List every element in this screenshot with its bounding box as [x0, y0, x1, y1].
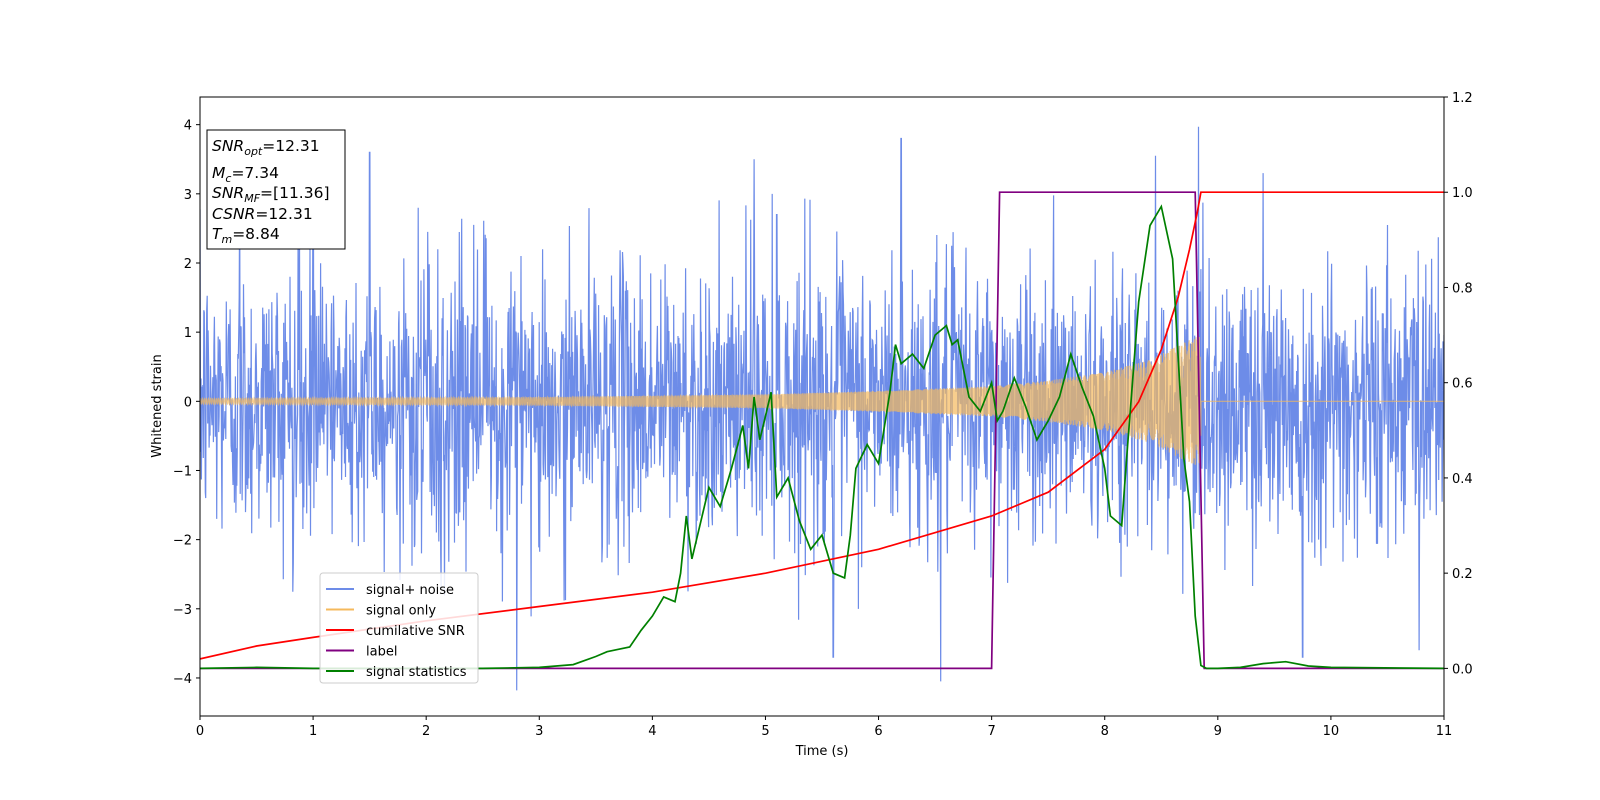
- x-tick-label: 2: [422, 724, 430, 739]
- x-tick-label: 11: [1436, 724, 1453, 739]
- x-axis: 0 1 2 3 4 5 6 7 8 9 10 11: [196, 716, 1452, 739]
- legend-label: signal only: [366, 604, 436, 619]
- y-right-tick-label: 1.0: [1452, 186, 1473, 201]
- legend: signal+ noise signal only cumilative SNR la…: [319, 572, 479, 684]
- x-axis-label: Time (s): [795, 744, 849, 759]
- y-axis-right: 0.0 0.2 0.4 0.6 0.8 1.0 1.2: [1444, 91, 1473, 677]
- x-tick-label: 7: [987, 724, 995, 739]
- y-right-tick-label: 0.6: [1452, 377, 1473, 392]
- x-tick-label: 9: [1214, 724, 1222, 739]
- y-axis-left: −4 −3 −2 −1 0 1 2 3 4: [173, 119, 200, 687]
- series-signal-only: [200, 336, 1444, 465]
- legend-frame: [319, 572, 479, 684]
- x-tick-label: 10: [1323, 724, 1340, 739]
- legend-label: signal+ noise: [366, 583, 454, 598]
- x-tick-label: 0: [196, 724, 204, 739]
- x-tick-label: 3: [535, 724, 543, 739]
- series-label: [200, 191, 1444, 670]
- y-left-tick-label: 0: [184, 395, 192, 410]
- y-left-tick-label: 2: [184, 257, 192, 272]
- y-right-tick-label: 0.8: [1452, 281, 1473, 296]
- y-left-tick-label: 3: [184, 188, 192, 203]
- plot-frame: [199, 96, 1445, 717]
- x-tick-label: 1: [309, 724, 317, 739]
- y-right-tick-label: 0.2: [1452, 567, 1473, 582]
- y-left-tick-label: −2: [173, 534, 192, 549]
- x-tick-label: 8: [1101, 724, 1109, 739]
- x-tick-label: 4: [648, 724, 656, 739]
- info-csnr: CSNR=12.31: [212, 205, 313, 223]
- y-left-tick-label: 4: [184, 119, 192, 134]
- info-snr-mf: SNRMF=[11.36]: [212, 184, 330, 205]
- info-box: SNRopt=12.31 Mc=7.34 SNRMF=[11.36] CSNR=…: [206, 129, 346, 250]
- y-left-tick-label: −3: [173, 603, 192, 618]
- y-axis-label: Whitened strain: [150, 354, 165, 457]
- legend-label: label: [366, 645, 397, 660]
- info-mc: Mc=7.34: [212, 164, 279, 185]
- x-tick-label: 6: [874, 724, 882, 739]
- y-left-tick-label: 1: [184, 326, 192, 341]
- info-tm: Tm=8.84: [212, 225, 280, 246]
- y-right-tick-label: 0.4: [1452, 472, 1473, 487]
- y-right-tick-label: 0.0: [1452, 662, 1473, 677]
- y-right-tick-label: 1.2: [1452, 91, 1473, 106]
- legend-label: signal statistics: [366, 665, 467, 680]
- x-tick-label: 5: [761, 724, 769, 739]
- y-left-tick-label: −1: [173, 464, 192, 479]
- legend-label: cumilative SNR: [366, 624, 465, 639]
- info-snr-opt: SNRopt=12.31: [212, 137, 320, 158]
- info-box-frame: [206, 129, 346, 250]
- series-signal-statistics: [200, 204, 1444, 670]
- y-left-tick-label: −4: [173, 672, 192, 687]
